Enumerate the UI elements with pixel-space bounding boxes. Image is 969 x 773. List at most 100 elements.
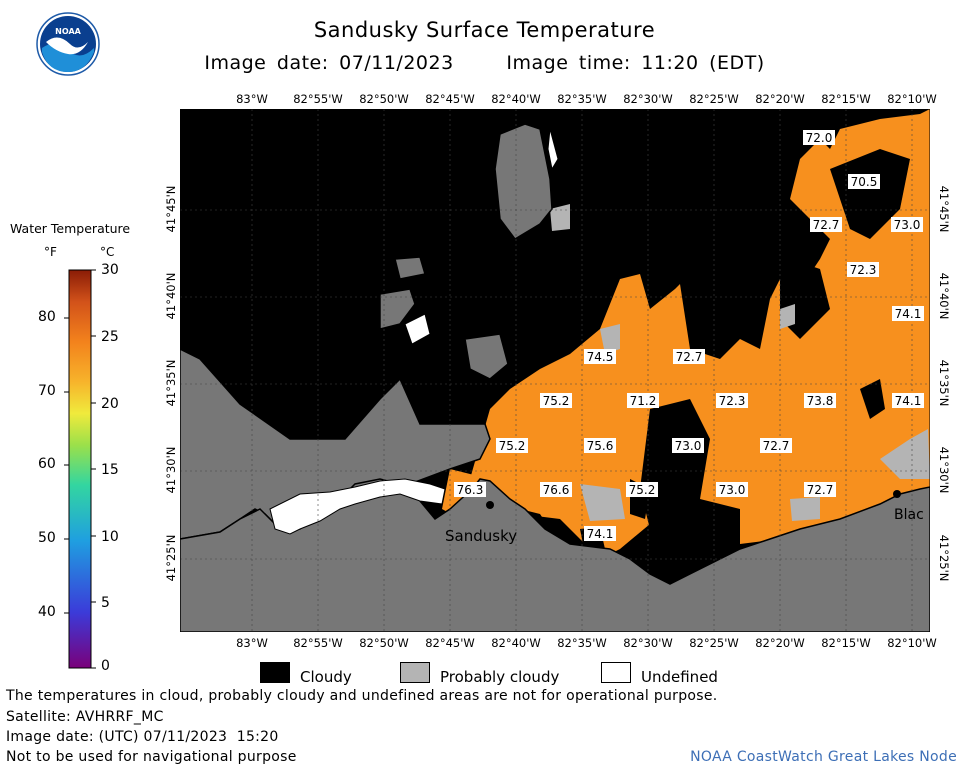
temperature-label-box	[672, 438, 704, 453]
temperature-label: 73.0	[675, 439, 702, 453]
temperature-label-box	[626, 482, 658, 497]
lon-label-top: 82°25'W	[689, 92, 739, 106]
lon-label-top: 82°50'W	[359, 92, 409, 106]
lon-label-top: 82°55'W	[293, 92, 343, 106]
temperature-label: 75.2	[499, 439, 526, 453]
temperature-label: 72.0	[806, 131, 833, 145]
legend-unit-c: °C	[100, 245, 115, 259]
graticule	[180, 109, 930, 632]
temperature-label: 75.2	[543, 394, 570, 408]
lat-label-right: 41°30'N	[937, 446, 951, 494]
undefined-areas	[269, 128, 559, 535]
temperature-label: 71.2	[630, 394, 657, 408]
temperature-label-box	[804, 482, 836, 497]
lat-label-left: 41°25'N	[164, 534, 178, 582]
temperature-label-box	[810, 217, 842, 232]
lat-label-right: 41°35'N	[937, 359, 951, 407]
logo-text: NOAA	[55, 27, 81, 36]
lon-label-bottom: 82°55'W	[293, 636, 343, 650]
temperature-label-box	[540, 482, 572, 497]
temperature-label: 72.3	[850, 263, 877, 277]
lon-label-top: 83°W	[236, 92, 268, 106]
c-tick-label: 25	[101, 329, 119, 345]
footer-utc-date: Image date: (UTC) 07/11/2023 15:20	[6, 729, 279, 745]
blac-marker	[893, 490, 901, 498]
lon-label-top: 82°15'W	[821, 92, 871, 106]
lat-label-left: 41°40'N	[164, 272, 178, 320]
lon-label-bottom: 82°30'W	[623, 636, 673, 650]
f-tick-label: 40	[38, 604, 56, 620]
temperature-label-box	[673, 349, 705, 364]
c-tick-label: 0	[101, 658, 110, 674]
map-title: Sandusky Surface Temperature	[313, 18, 656, 42]
temperature-label: 74.1	[895, 394, 922, 408]
lon-label-bottom: 82°40'W	[491, 636, 541, 650]
f-tick-label: 70	[38, 383, 56, 399]
key-probably-cloudy-swatch	[400, 662, 430, 683]
temperature-label-box	[584, 438, 616, 453]
temperature-label: 72.7	[813, 218, 840, 232]
footer-satellite: Satellite: AVHRRF_MC	[6, 709, 164, 725]
temperature-label: 72.3	[719, 394, 746, 408]
probably-cloudy-areas	[550, 204, 930, 521]
lon-label-bottom: 82°50'W	[359, 636, 409, 650]
noaa-logo-icon: NOAA	[36, 12, 100, 76]
lon-label-top: 82°40'W	[491, 92, 541, 106]
land-areas	[180, 123, 930, 632]
c-tick-label: 10	[101, 529, 119, 545]
footer-nav-warning: Not to be used for navigational purpose	[6, 749, 297, 765]
lat-label-left: 41°30'N	[164, 446, 178, 494]
c-tick-label: 15	[101, 462, 119, 478]
footer-credit: NOAA CoastWatch Great Lakes Node	[690, 749, 957, 765]
lon-label-bottom: 82°45'W	[425, 636, 475, 650]
lat-label-right: 41°45'N	[937, 185, 951, 233]
legend-unit-f: °F	[44, 245, 57, 259]
temperature-label-box	[892, 393, 924, 408]
temperature-label: 75.2	[629, 483, 656, 497]
temperature-label-box	[848, 174, 880, 189]
temperature-label-box	[803, 130, 835, 145]
temperature-label-box	[584, 349, 616, 364]
temperature-label: 75.6	[587, 439, 614, 453]
temperature-label-box	[760, 438, 792, 453]
temperature-label: 73.0	[719, 483, 746, 497]
lat-label-right: 41°25'N	[937, 534, 951, 582]
key-undefined-label: Undefined	[641, 668, 718, 686]
lon-label-top: 82°45'W	[425, 92, 475, 106]
temperature-label-box	[627, 393, 659, 408]
temperature-label-box	[716, 482, 748, 497]
key-cloudy-label: Cloudy	[300, 668, 352, 686]
temperature-label: 76.6	[543, 483, 570, 497]
lon-label-bottom: 83°W	[236, 636, 268, 650]
sandusky-marker	[486, 501, 494, 509]
lon-label-bottom: 82°25'W	[689, 636, 739, 650]
key-probably-cloudy-label: Probably cloudy	[440, 668, 560, 686]
lon-label-top: 82°10'W	[887, 92, 937, 106]
f-tick-label: 80	[38, 309, 56, 325]
key-undefined-swatch	[601, 662, 631, 683]
temperature-label: 73.0	[894, 218, 921, 232]
temperature-label-box	[584, 526, 616, 541]
place-label-sandusky: Sandusky	[445, 527, 517, 545]
temperature-label-box	[804, 393, 836, 408]
temperature-label: 72.7	[763, 439, 790, 453]
lon-label-top: 82°30'W	[623, 92, 673, 106]
temperature-label: 74.5	[587, 350, 614, 364]
lon-label-bottom: 82°35'W	[557, 636, 607, 650]
key-cloudy-swatch	[260, 662, 290, 683]
temperature-label: 74.1	[587, 527, 614, 541]
legend-title: Water Temperature	[10, 221, 131, 236]
f-tick-label: 60	[38, 456, 56, 472]
c-tick-label: 30	[101, 262, 119, 278]
c-tick-label: 20	[101, 396, 119, 412]
lon-label-bottom: 82°10'W	[887, 636, 937, 650]
temperature-label: 73.8	[807, 394, 834, 408]
temperature-label-box	[540, 393, 572, 408]
temperature-label: 72.7	[807, 483, 834, 497]
lat-label-left: 41°35'N	[164, 359, 178, 407]
temperature-label-box	[454, 482, 486, 497]
c-tick-label: 5	[101, 595, 110, 611]
temperature-label-box	[716, 393, 748, 408]
temperature-label-box	[847, 262, 879, 277]
f-tick-label: 50	[38, 530, 56, 546]
